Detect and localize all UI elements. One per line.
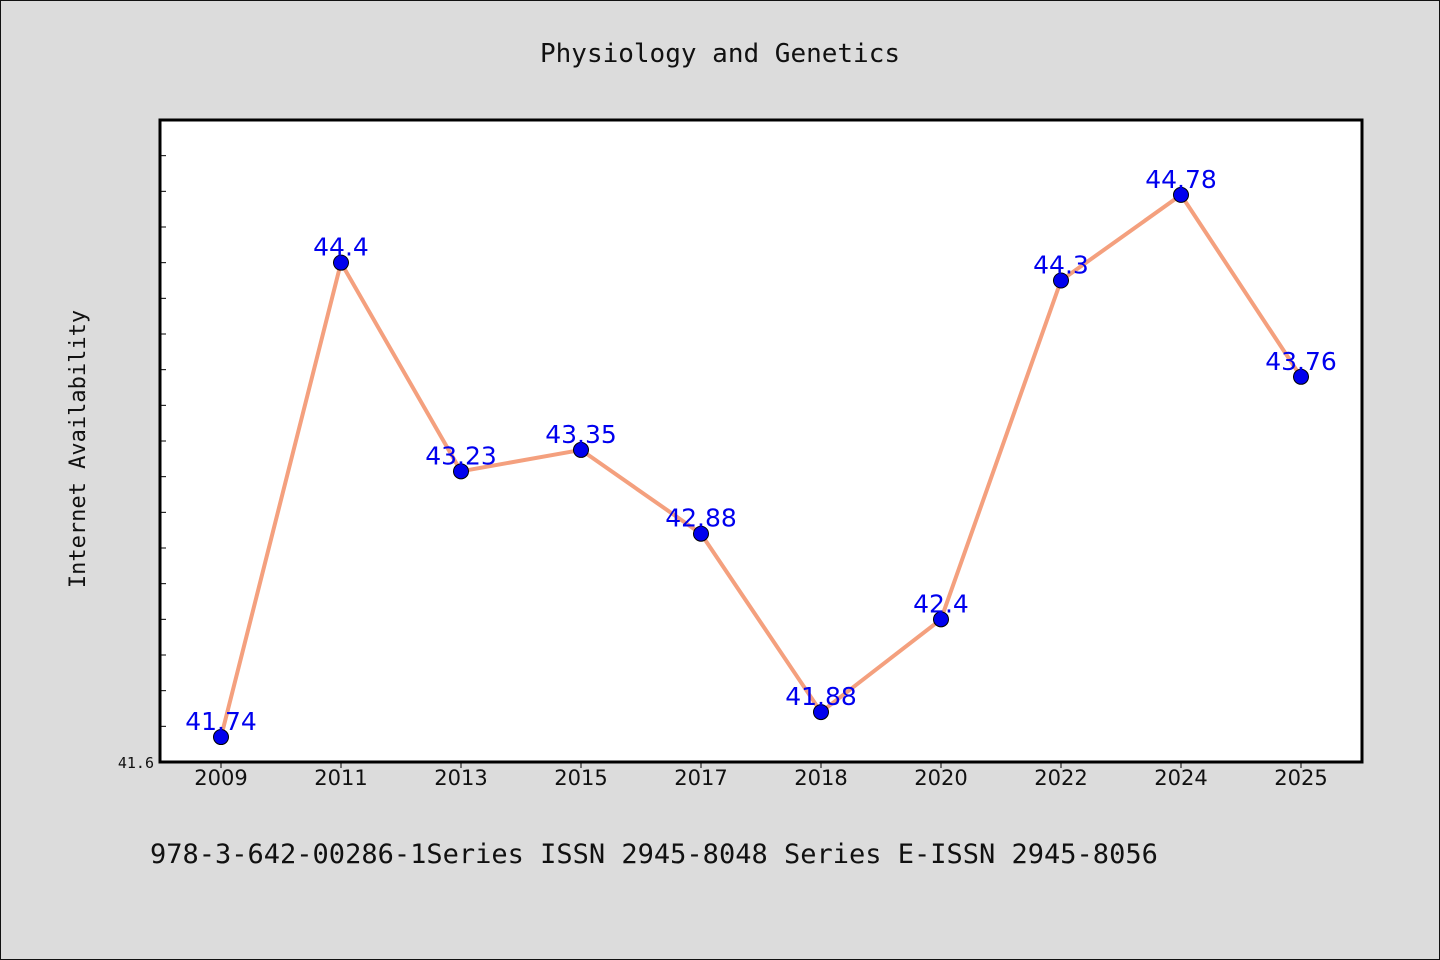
data-point <box>1053 272 1069 289</box>
x-tick-label: 2011 <box>314 766 367 790</box>
data-label: 41.88 <box>785 682 857 711</box>
series-line-group <box>219 192 1303 740</box>
data-markers <box>213 186 1309 746</box>
data-label: 43.35 <box>545 420 617 449</box>
x-tick-label: 2015 <box>554 766 607 790</box>
data-point <box>933 611 949 628</box>
footer-isbn-issn: 978-3-642-00286-1Series ISSN 2945-8048 S… <box>150 839 1158 870</box>
y-axis-label: Internet Availability <box>66 310 91 588</box>
chart-title: Physiology and Genetics <box>540 39 900 69</box>
x-tick-label: 2009 <box>194 766 247 790</box>
data-point <box>1173 186 1189 203</box>
y-tick-label: 41.6 <box>118 754 154 772</box>
x-tick-label: 2022 <box>1034 766 1087 790</box>
data-point <box>693 525 709 542</box>
data-label: 43.76 <box>1265 347 1337 376</box>
plot-area <box>158 118 1364 764</box>
data-label: 42.88 <box>665 504 737 533</box>
x-tick-label: 2017 <box>674 766 727 790</box>
data-point <box>213 729 229 746</box>
data-label: 44.78 <box>1145 165 1217 194</box>
data-label: 44.4 <box>313 233 369 262</box>
x-tick-label: 2013 <box>434 766 487 790</box>
series-line <box>219 192 1303 740</box>
x-tick-label: 2020 <box>914 766 967 790</box>
x-tick-label: 2025 <box>1274 766 1327 790</box>
data-label: 43.23 <box>425 441 497 470</box>
y-axis-ticks <box>160 155 166 727</box>
data-label: 41.74 <box>185 707 257 736</box>
x-tick-label: 2024 <box>1154 766 1207 790</box>
x-axis-ticks: 2009 2011 2013 2015 2017 2018 2020 2022 2024 2025 <box>194 762 1328 790</box>
data-point <box>573 441 589 458</box>
y-axis-tick-labels: 41.6 <box>118 754 154 772</box>
x-tick-label: 2018 <box>794 766 847 790</box>
data-point <box>453 463 469 480</box>
data-point <box>813 704 829 721</box>
data-label: 42.4 <box>913 589 969 618</box>
data-point <box>333 254 349 271</box>
data-label: 44.3 <box>1033 251 1089 280</box>
data-point <box>1293 368 1309 385</box>
data-labels: 41.74 44.4 43.23 43.35 42.88 41.88 42.4 44.3 44.… <box>185 165 1337 736</box>
